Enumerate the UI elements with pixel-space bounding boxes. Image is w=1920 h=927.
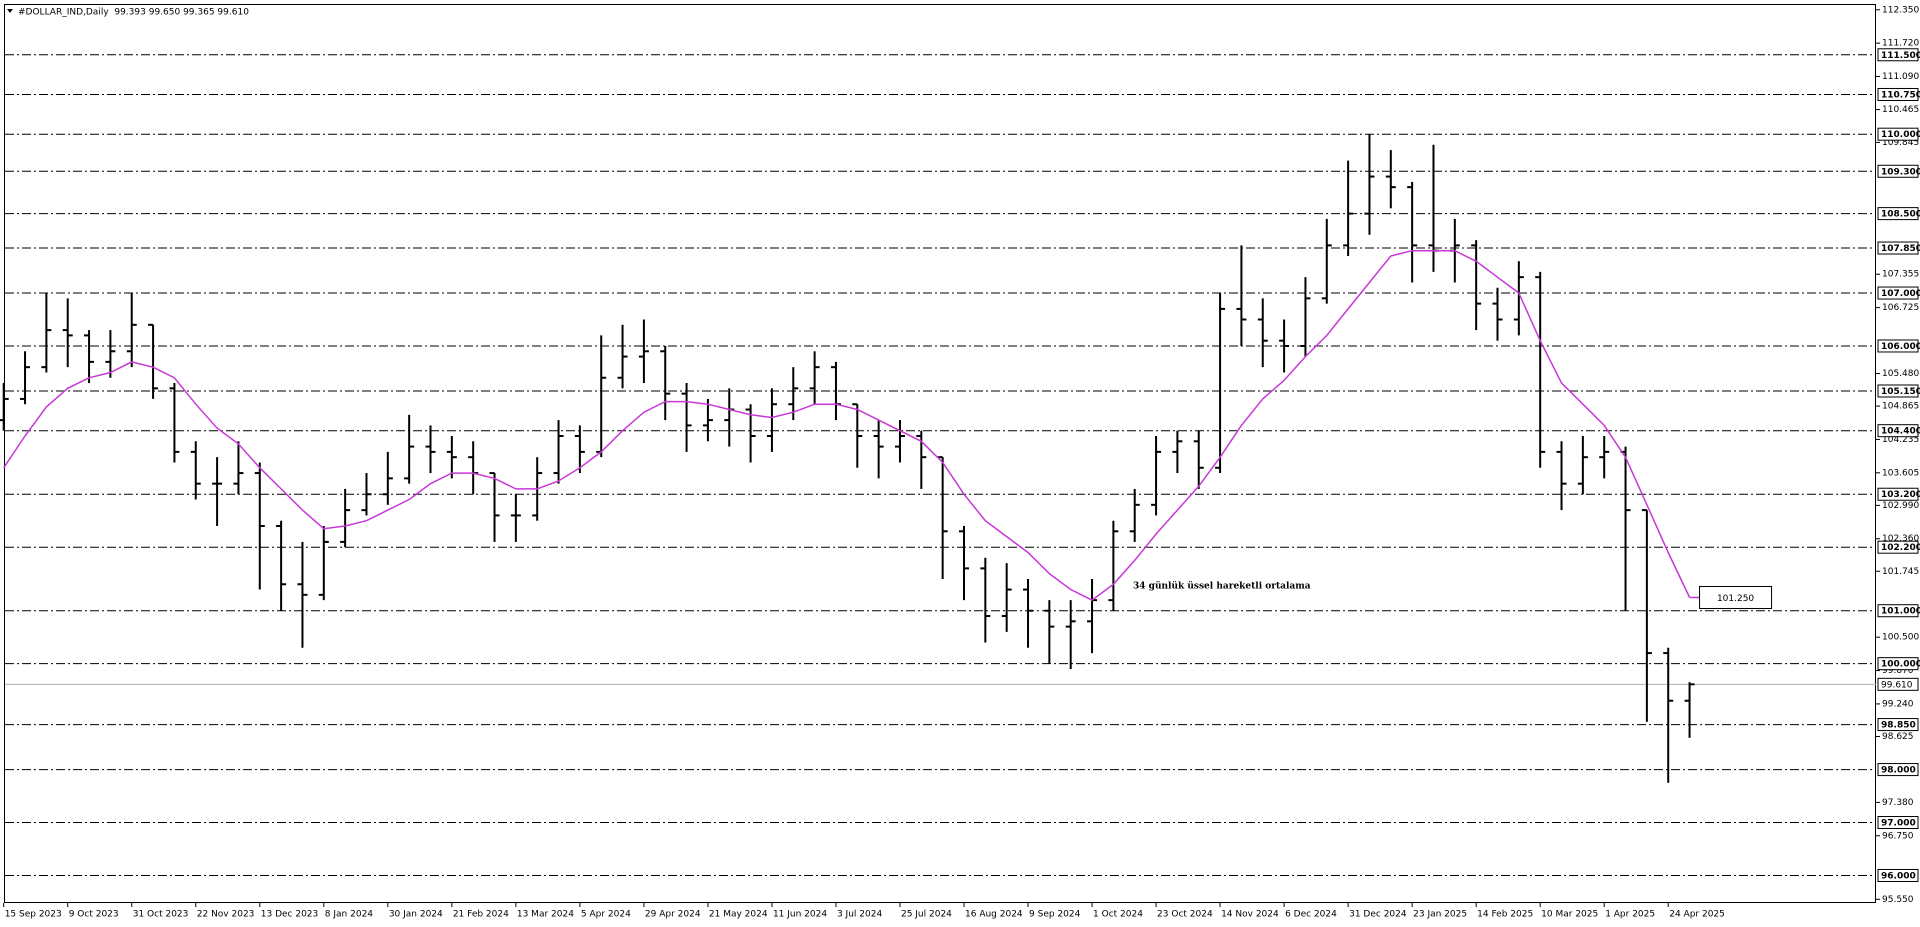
level-label-box	[1877, 540, 1919, 554]
chart-title: #DOLLAR_IND,Daily 99.393 99.650 99.365 9…	[18, 8, 249, 18]
ema-line	[3, 249, 1691, 601]
y-tick-label: 103.605	[1882, 468, 1919, 478]
x-tick-label: 1 Oct 2024	[1093, 910, 1143, 920]
current-price-label: 99.610	[1881, 680, 1913, 690]
level-label: 109.300	[1881, 167, 1920, 177]
y-tick-label: 105.480	[1882, 369, 1919, 379]
level-label: 101.000	[1881, 607, 1920, 617]
level-label-box	[1877, 657, 1919, 671]
y-tick-label: 96.750	[1882, 831, 1914, 841]
current-price-box	[1877, 677, 1919, 691]
level-label-box	[1877, 763, 1919, 777]
x-tick-label: 10 Mar 2025	[1541, 910, 1598, 920]
level-label: 98.850	[1881, 721, 1916, 731]
level-label-box	[1877, 868, 1919, 882]
y-tick-label: 97.380	[1882, 798, 1914, 808]
x-tick-label: 14 Nov 2024	[1221, 910, 1279, 920]
y-tick-label: 104.235	[1882, 435, 1919, 445]
x-tick-label: 9 Oct 2023	[69, 910, 119, 920]
y-tick-label: 111.090	[1882, 72, 1919, 82]
level-label-box	[1877, 87, 1919, 101]
level-label: 110.750	[1881, 90, 1920, 100]
level-label-box	[1877, 718, 1919, 732]
y-tick-label: 101.745	[1882, 567, 1919, 577]
y-tick-label: 104.865	[1882, 402, 1919, 412]
level-label: 103.200	[1881, 490, 1920, 500]
level-label: 102.200	[1881, 543, 1920, 553]
level-label-box	[1877, 604, 1919, 618]
y-tick-label: 107.355	[1882, 270, 1919, 280]
y-tick-label: 98.625	[1882, 732, 1914, 742]
level-label: 96.000	[1881, 871, 1916, 881]
level-label: 104.400	[1881, 427, 1920, 437]
level-label: 107.000	[1881, 289, 1920, 299]
level-label-box	[1877, 816, 1919, 830]
y-tick-label: 99.240	[1882, 699, 1914, 709]
level-label: 107.850	[1881, 244, 1920, 254]
level-label-box	[1877, 241, 1919, 255]
y-tick-label: 106.725	[1882, 303, 1919, 313]
x-tick-label: 22 Nov 2023	[197, 910, 255, 920]
level-label-box	[1877, 127, 1919, 141]
x-tick-label: 14 Feb 2025	[1477, 910, 1533, 920]
level-label: 105.150	[1881, 387, 1920, 397]
y-tick-label: 112.350	[1882, 5, 1919, 15]
x-tick-label: 25 Jul 2024	[901, 910, 952, 920]
level-label: 98.000	[1881, 766, 1916, 776]
x-tick-label: 21 Feb 2024	[453, 910, 509, 920]
level-label: 110.000	[1881, 130, 1920, 140]
y-tick-label: 110.465	[1882, 105, 1919, 115]
y-tick-label: 100.500	[1882, 633, 1919, 643]
level-label: 97.000	[1881, 819, 1916, 829]
x-tick-label: 30 Jan 2024	[389, 910, 443, 920]
level-label: 111.500	[1881, 51, 1920, 61]
x-tick-label: 3 Jul 2024	[837, 910, 882, 920]
level-label-box	[1877, 384, 1919, 398]
y-tick-label: 111.720	[1882, 39, 1919, 49]
y-tick-label: 102.360	[1882, 534, 1919, 544]
level-label-box	[1877, 286, 1919, 300]
menu-triangle	[7, 9, 13, 13]
ema-label: 101.250	[1717, 594, 1754, 604]
y-tick-label: 95.550	[1882, 895, 1914, 905]
x-tick-label: 15 Sep 2023	[5, 910, 62, 920]
x-tick-label: 31 Oct 2023	[133, 910, 189, 920]
x-tick-label: 16 Aug 2024	[965, 910, 1023, 920]
x-tick-label: 6 Dec 2024	[1285, 910, 1337, 920]
level-label-box	[1877, 207, 1919, 221]
level-label-box	[1877, 48, 1919, 62]
level-label-box	[1877, 424, 1919, 438]
level-label: 108.500	[1881, 210, 1920, 220]
x-tick-label: 23 Jan 2025	[1413, 910, 1467, 920]
plot-frame	[4, 4, 1876, 903]
x-tick-label: 23 Oct 2024	[1157, 910, 1213, 920]
x-tick-label: 24 Apr 2025	[1669, 910, 1725, 920]
x-tick-label: 31 Dec 2024	[1349, 910, 1407, 920]
annotation: 34 günlük üssel hareketli ortalama	[1133, 581, 1311, 592]
level-label: 106.000	[1881, 342, 1920, 352]
x-tick-label: 5 Apr 2024	[581, 910, 631, 920]
y-tick-label: 99.870	[1882, 666, 1914, 676]
level-label-box	[1877, 339, 1919, 353]
y-tick-label: 102.990	[1882, 501, 1919, 511]
x-tick-label: 21 May 2024	[709, 910, 768, 920]
x-tick-label: 29 Apr 2024	[645, 910, 701, 920]
x-tick-label: 1 Apr 2025	[1605, 910, 1655, 920]
x-tick-label: 9 Sep 2024	[1029, 910, 1081, 920]
y-tick-label: 109.845	[1882, 138, 1919, 148]
level-label: 100.000	[1881, 660, 1920, 670]
x-tick-label: 11 Jun 2024	[773, 910, 827, 920]
x-tick-label: 8 Jan 2024	[325, 910, 373, 920]
level-label-box	[1877, 164, 1919, 178]
ema-label-box	[1699, 585, 1773, 609]
level-label-box	[1877, 487, 1919, 501]
x-tick-label: 13 Dec 2023	[261, 910, 319, 920]
x-tick-label: 13 Mar 2024	[517, 910, 574, 920]
